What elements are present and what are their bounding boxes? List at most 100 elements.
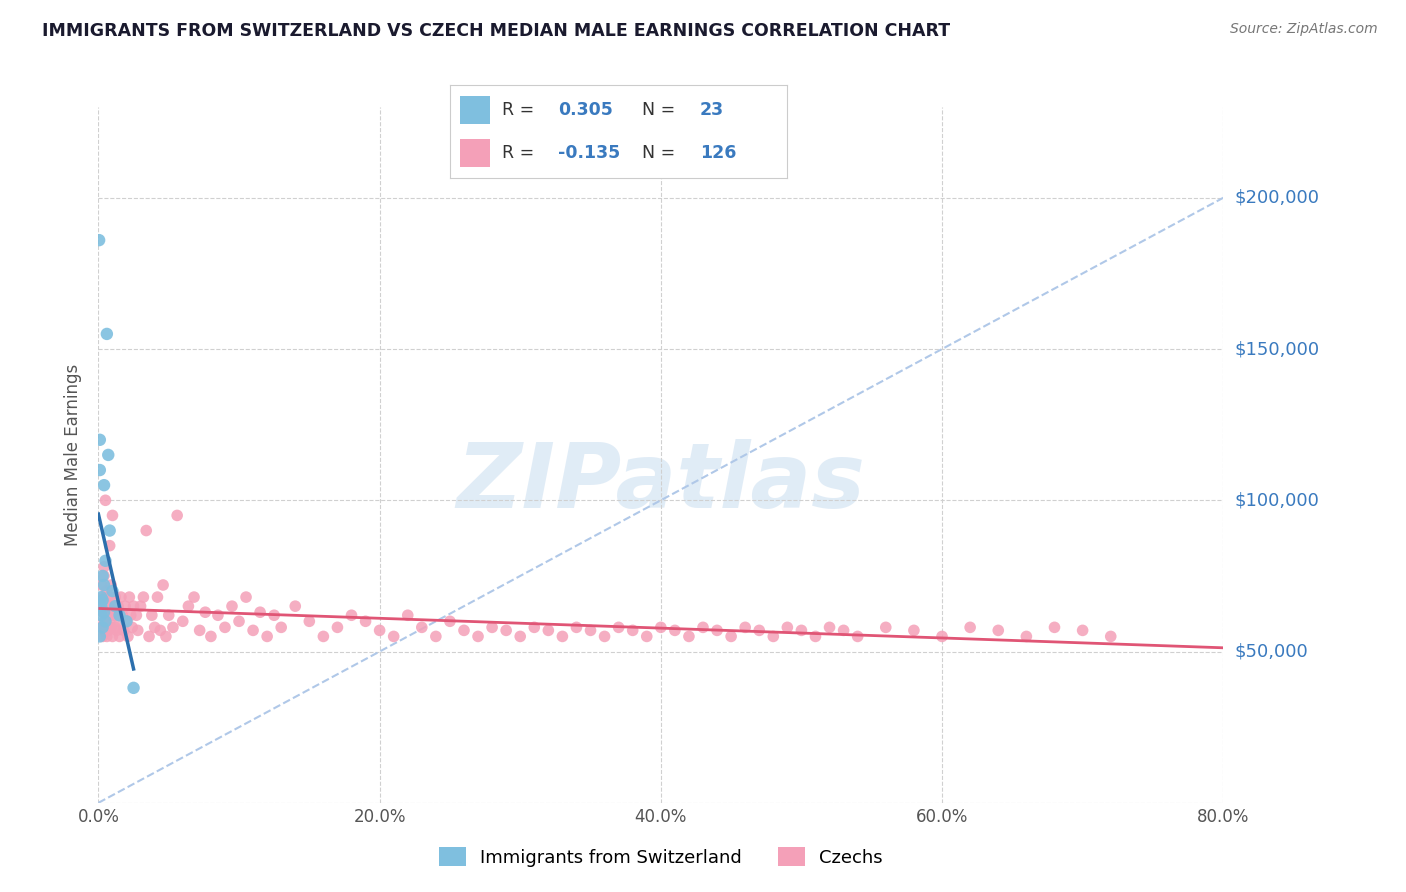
Point: [96, 584, 118, 599]
Point: [188, 624, 211, 638]
Point: [706, 624, 728, 638]
Text: N =: N =: [643, 145, 675, 162]
Point: [94, 554, 117, 568]
Point: [194, 605, 217, 619]
Point: [987, 624, 1010, 638]
Point: [155, 629, 177, 643]
Point: [101, 629, 124, 643]
Point: [326, 620, 349, 634]
Point: [129, 599, 152, 614]
Point: [354, 615, 377, 629]
Text: 126: 126: [700, 145, 735, 162]
Point: [235, 590, 257, 604]
Point: [903, 624, 925, 638]
Point: [959, 620, 981, 634]
Point: [931, 629, 953, 643]
Point: [537, 624, 560, 638]
Point: [111, 608, 134, 623]
Point: [678, 629, 700, 643]
Point: [172, 615, 194, 629]
Point: [90, 578, 112, 592]
Point: [118, 590, 141, 604]
Point: [90, 590, 112, 604]
Point: [93, 624, 115, 638]
Point: [100, 578, 122, 592]
Point: [551, 629, 574, 643]
Point: [1015, 629, 1038, 643]
Point: [132, 590, 155, 604]
Point: [93, 605, 115, 619]
Point: [846, 629, 869, 643]
Point: [101, 508, 124, 523]
Point: [284, 599, 307, 614]
Point: [108, 629, 131, 643]
Point: [152, 578, 174, 592]
Point: [89, 433, 111, 447]
Point: [579, 624, 602, 638]
Point: [96, 629, 118, 643]
Point: [1099, 629, 1122, 643]
Point: [453, 624, 475, 638]
Point: [91, 629, 114, 643]
Point: [125, 608, 148, 623]
Point: [565, 620, 588, 634]
Point: [117, 629, 139, 643]
Point: [523, 620, 546, 634]
Point: [105, 624, 128, 638]
Text: Source: ZipAtlas.com: Source: ZipAtlas.com: [1230, 22, 1378, 37]
Point: [114, 599, 136, 614]
Point: [776, 620, 799, 634]
Text: R =: R =: [502, 145, 534, 162]
Point: [90, 608, 112, 623]
Point: [692, 620, 714, 634]
Text: -0.135: -0.135: [558, 145, 620, 162]
Point: [90, 599, 112, 614]
Point: [89, 599, 111, 614]
Point: [107, 599, 129, 614]
Point: [89, 629, 111, 643]
Point: [818, 620, 841, 634]
Point: [93, 478, 115, 492]
Text: $50,000: $50,000: [1234, 642, 1308, 661]
Point: [411, 620, 433, 634]
Point: [94, 493, 117, 508]
Point: [650, 620, 672, 634]
Point: [298, 615, 321, 629]
Point: [108, 615, 131, 629]
Point: [270, 620, 292, 634]
Point: [93, 578, 115, 592]
Bar: [460, 139, 491, 167]
Point: [832, 624, 855, 638]
Point: [110, 590, 132, 604]
Point: [96, 590, 118, 604]
Text: R =: R =: [502, 101, 534, 119]
Point: [762, 629, 785, 643]
Point: [98, 539, 121, 553]
Point: [91, 593, 114, 607]
Point: [141, 608, 163, 623]
Legend: Immigrants from Switzerland, Czechs: Immigrants from Switzerland, Czechs: [432, 840, 890, 874]
Point: [312, 629, 335, 643]
Point: [495, 624, 517, 638]
Point: [177, 599, 200, 614]
Text: $200,000: $200,000: [1234, 189, 1319, 207]
Point: [135, 524, 157, 538]
Text: 0.305: 0.305: [558, 101, 613, 119]
Point: [104, 599, 127, 614]
Point: [481, 620, 503, 634]
Point: [100, 620, 122, 634]
Point: [636, 629, 658, 643]
Point: [228, 615, 250, 629]
Point: [89, 463, 111, 477]
Point: [157, 608, 180, 623]
Point: [91, 605, 114, 619]
Point: [122, 599, 145, 614]
Point: [101, 584, 124, 599]
Point: [112, 624, 135, 638]
Point: [93, 615, 115, 629]
Bar: [460, 96, 491, 124]
Point: [200, 629, 222, 643]
Point: [104, 590, 127, 604]
Point: [96, 326, 118, 341]
Point: [875, 620, 897, 634]
